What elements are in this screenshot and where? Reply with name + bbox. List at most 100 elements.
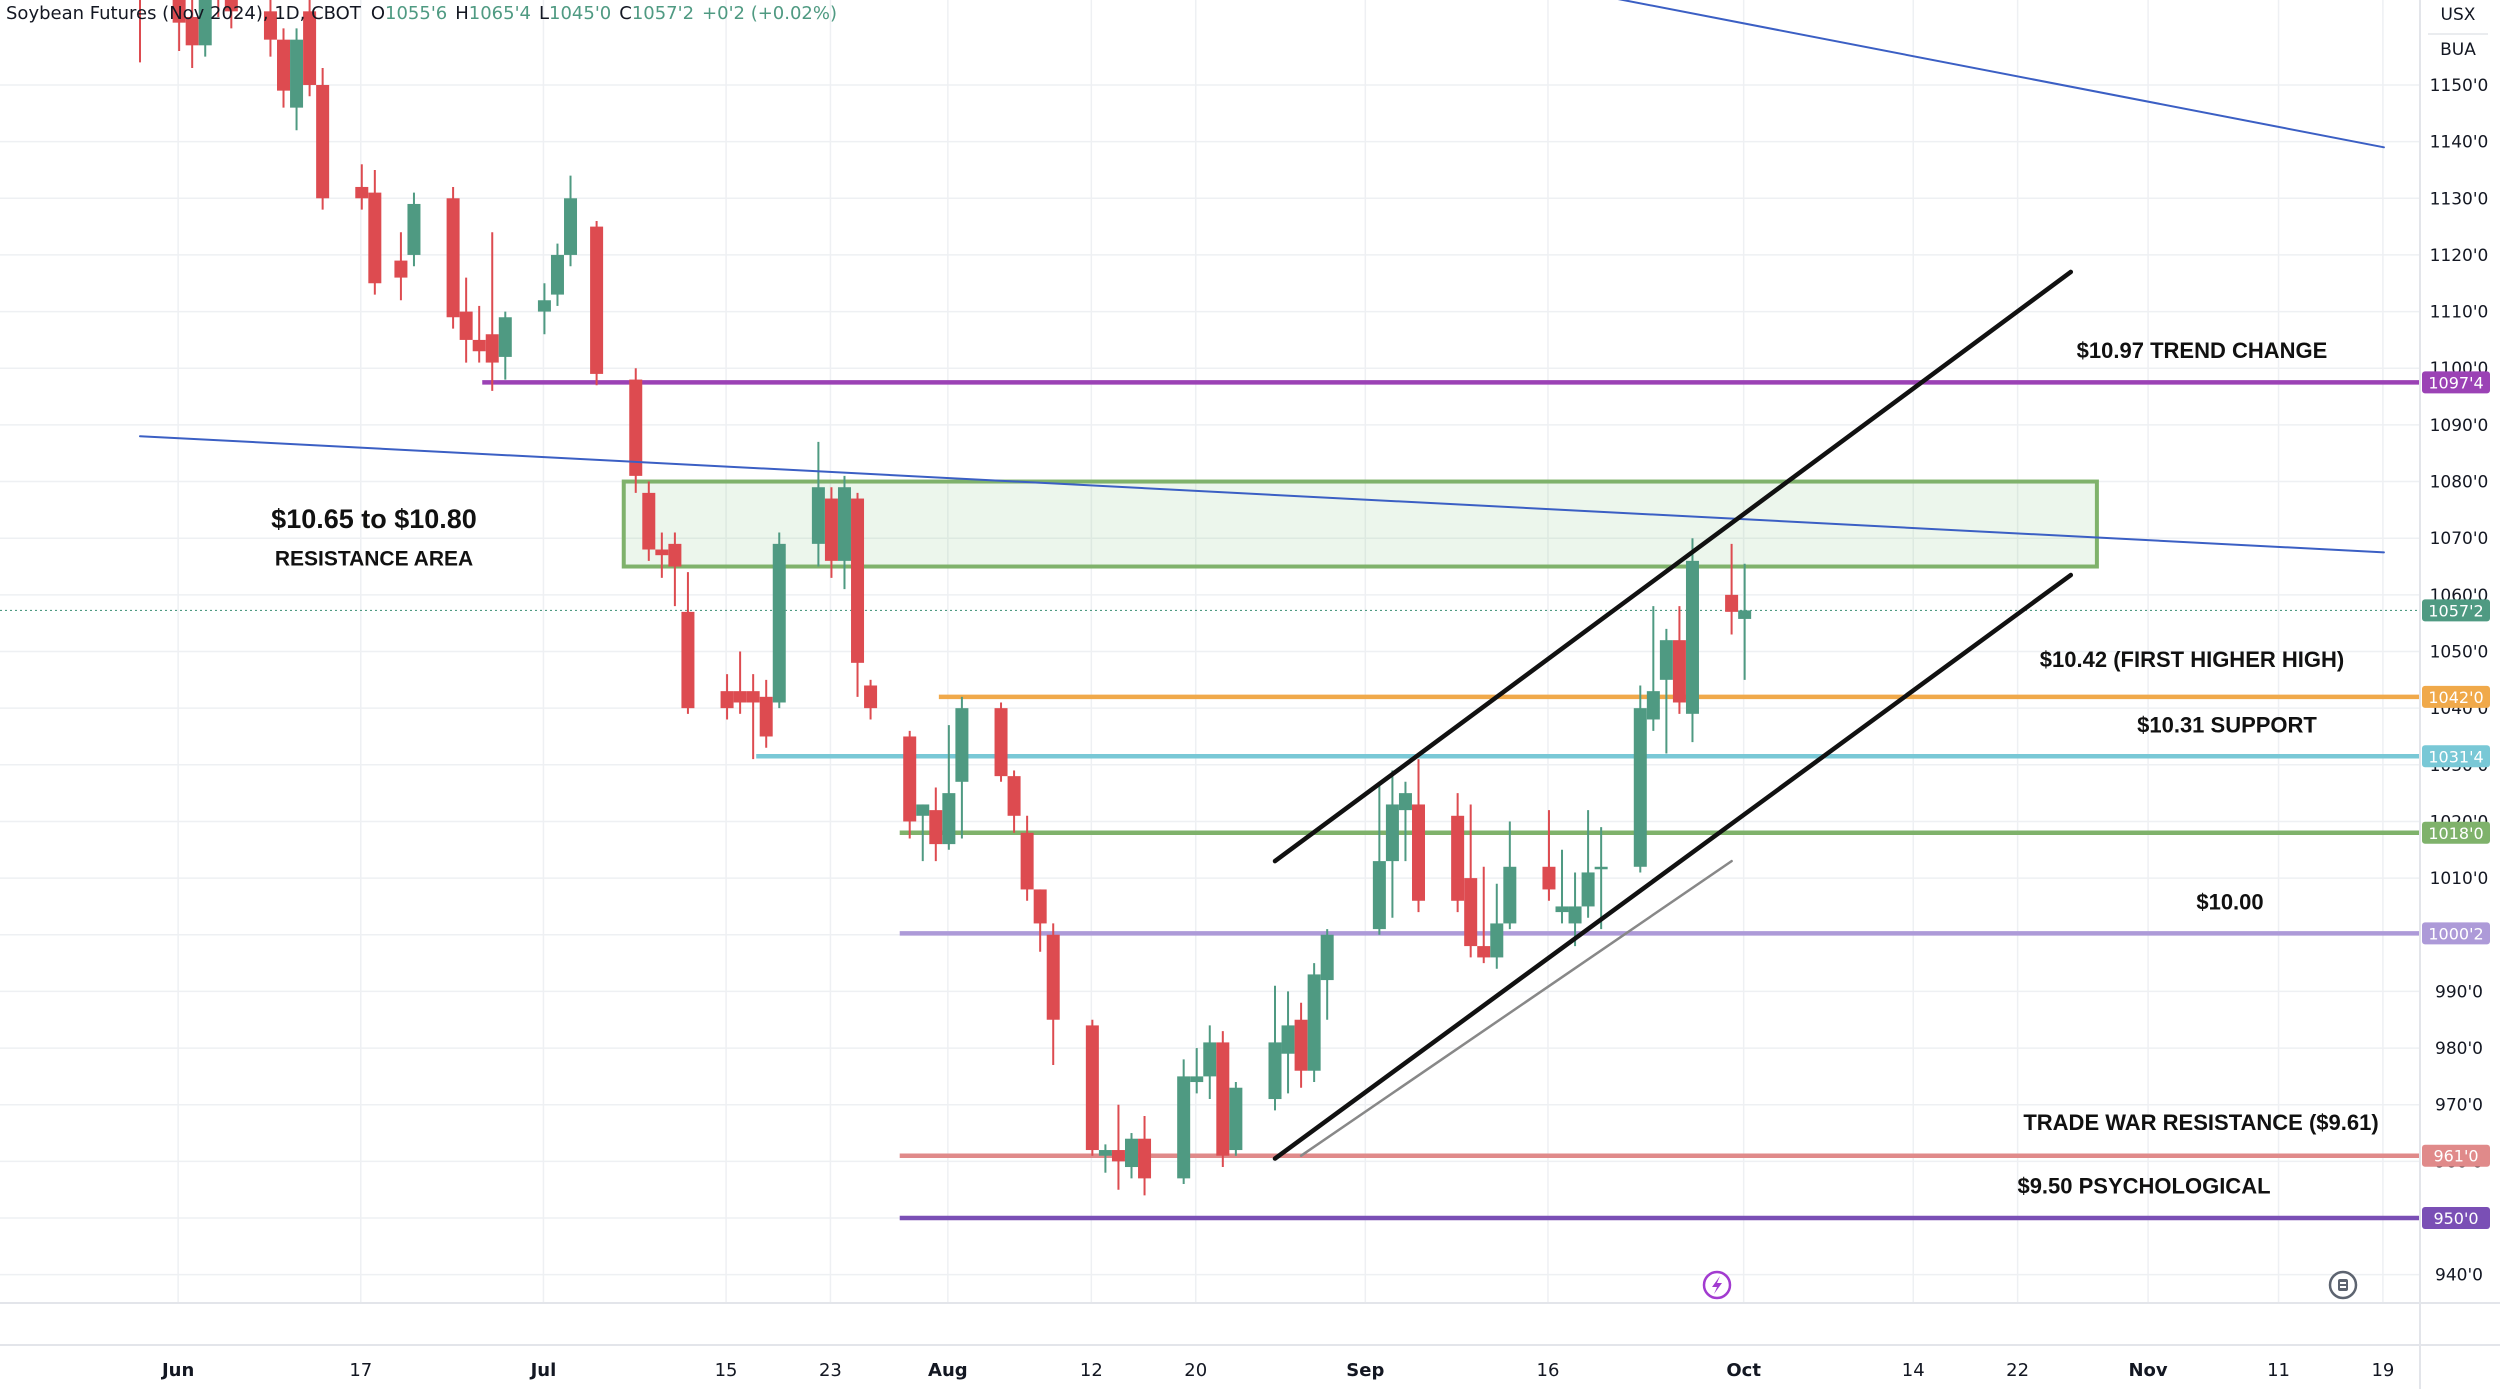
candle[interactable] [746,674,760,760]
resistance-zone-label[interactable]: $10.65 to $10.80 [271,504,477,534]
candle[interactable] [668,532,682,607]
candle[interactable] [1725,543,1739,635]
candle[interactable] [564,175,578,267]
candle[interactable] [485,232,499,391]
candle[interactable] [1007,770,1021,833]
candle[interactable] [316,67,330,210]
candle[interactable] [1294,1002,1308,1088]
candle[interactable] [303,0,317,97]
candle[interactable] [824,487,838,578]
candle[interactable] [1542,810,1556,901]
price-badge[interactable]: 1000'2 [2422,922,2490,945]
level-label[interactable]: $10.31 SUPPORT [2137,713,2317,738]
candle[interactable] [1033,889,1047,952]
candle[interactable] [590,220,604,386]
lightning-event-icon[interactable] [1702,1270,1732,1300]
price-badge[interactable]: 1018'0 [2422,821,2490,844]
earnings-event-icon[interactable] [2328,1270,2358,1300]
candle[interactable] [1372,781,1386,935]
candle[interactable] [772,532,786,709]
candle[interactable] [851,492,865,697]
candle[interactable] [1216,1031,1230,1168]
candle[interactable] [472,305,486,363]
candle[interactable] [134,0,147,63]
candle[interactable] [1464,804,1478,958]
candle[interactable] [459,277,473,363]
candle[interactable] [1020,815,1034,901]
candle[interactable] [916,804,930,862]
price-badge[interactable]: 950'0 [2422,1207,2490,1230]
candle[interactable] [1085,1019,1099,1156]
price-badge[interactable]: 961'0 [2422,1144,2490,1167]
candle[interactable] [185,0,199,68]
candle[interactable] [1412,759,1426,913]
candle[interactable] [172,0,186,51]
candle[interactable] [1555,849,1569,924]
level-label[interactable]: $10.97 TREND CHANGE [2077,338,2328,363]
candle[interactable] [1685,538,1699,743]
candle[interactable] [1138,1116,1152,1196]
candle[interactable] [994,702,1008,782]
candle[interactable] [864,679,878,720]
candle[interactable] [942,725,956,850]
candle[interactable] [1190,1048,1204,1094]
candle[interactable] [550,243,564,306]
candle[interactable] [1738,563,1752,680]
candle[interactable] [642,481,656,561]
candle[interactable] [355,164,369,210]
candle[interactable] [929,787,943,862]
candle[interactable] [837,475,851,590]
currency-label[interactable]: USX [2441,5,2476,25]
candle[interactable] [681,572,695,714]
level-label[interactable]: $10.00 [2196,890,2263,915]
candle[interactable] [1111,1104,1125,1190]
candle[interactable] [446,186,460,329]
candle[interactable] [1659,628,1673,754]
candle[interactable] [224,0,238,29]
candle[interactable] [1398,781,1412,862]
channel-upper[interactable] [1272,269,2074,864]
candle[interactable] [1203,1025,1217,1100]
price-badge[interactable]: 1042'0 [2422,685,2490,708]
candle[interactable] [498,311,512,380]
candle[interactable] [629,368,643,493]
candle[interactable] [368,169,382,295]
unit-label[interactable]: BUA [2440,40,2476,60]
candle[interactable] [394,232,408,301]
legend-symbol[interactable]: Soybean Futures (Nov 2024), 1D, CBOT O105… [6,3,837,24]
candle[interactable] [1385,770,1399,918]
candle[interactable] [1646,606,1660,731]
level-label[interactable]: TRADE WAR RESISTANCE ($9.61) [2023,1110,2378,1135]
candle[interactable] [1672,606,1686,714]
candle[interactable] [1229,1082,1243,1156]
channel-lower[interactable] [1272,572,2074,1161]
candle[interactable] [1581,810,1595,918]
candle[interactable] [655,532,669,578]
candle[interactable] [955,696,969,839]
level-label[interactable]: $10.42 (FIRST HIGHER HIGH) [2040,647,2344,672]
candle[interactable] [1633,685,1647,873]
candle[interactable] [407,192,421,267]
price-badge[interactable]: 1031'4 [2422,745,2490,768]
candle[interactable] [1307,963,1321,1083]
blue-trendline-top[interactable] [1301,0,2385,149]
candle[interactable] [1268,985,1282,1111]
candle[interactable] [759,679,773,748]
candle[interactable] [1124,1133,1138,1179]
candle[interactable] [277,28,291,108]
candle[interactable] [811,441,825,567]
candle[interactable] [290,28,304,131]
candle[interactable] [1477,866,1491,964]
candle[interactable] [1594,827,1608,930]
resistance-zone-sublabel[interactable]: RESISTANCE AREA [275,547,473,570]
candle[interactable] [1490,883,1504,969]
candle[interactable] [1568,872,1582,947]
price-badge[interactable]: 1057'2 [2422,599,2490,622]
candle[interactable] [720,674,734,720]
price-badge[interactable]: 1097'4 [2422,371,2490,394]
level-label[interactable]: $9.50 PSYCHOLOGICAL [2017,1174,2270,1199]
candle[interactable] [198,0,212,57]
candle[interactable] [733,651,747,714]
blue-trendline-long[interactable] [139,435,2385,554]
